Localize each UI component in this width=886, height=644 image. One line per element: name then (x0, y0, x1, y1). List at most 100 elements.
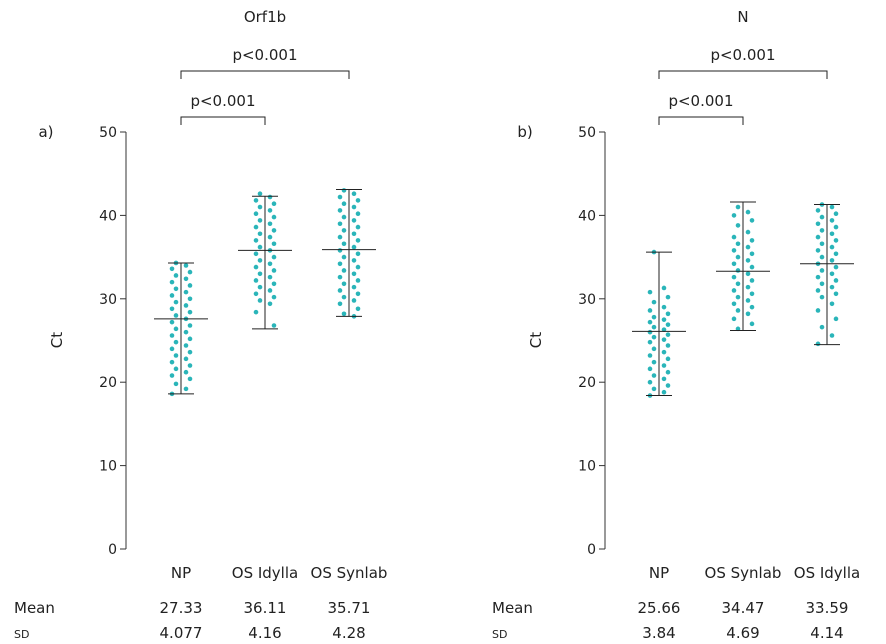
data-point (749, 238, 755, 243)
panel-label: b) (517, 123, 532, 141)
data-point (351, 244, 357, 250)
data-point (651, 359, 657, 365)
mean-value: 35.71 (328, 599, 371, 617)
data-point (183, 329, 189, 335)
significance-bracket (180, 70, 350, 79)
y-tick-label: 30 (578, 292, 596, 308)
data-point (819, 281, 825, 287)
data-point (815, 288, 821, 293)
data-point (253, 238, 259, 243)
data-point (735, 268, 741, 273)
data-point (647, 289, 653, 295)
data-point (257, 258, 263, 263)
data-point (257, 271, 263, 277)
data-point (169, 373, 175, 378)
panel-orf1b: Orf1b a) 0 10 20 30 40 50 Ct NP OS Idylla OS Synlab… (14, 8, 387, 642)
data-point (341, 241, 347, 247)
sd-value: 4.077 (160, 624, 203, 642)
data-point (337, 288, 343, 293)
mean-value: 34.47 (722, 599, 765, 617)
data-point (173, 381, 179, 387)
data-point (745, 229, 751, 235)
data-point (337, 261, 343, 267)
data-point (253, 198, 259, 203)
data-point (819, 268, 825, 273)
data-point (749, 218, 755, 223)
data-point (341, 188, 347, 193)
y-tick-label: 10 (99, 459, 117, 475)
data-point (735, 308, 741, 313)
mean-row-label: Mean (14, 599, 55, 617)
data-point (169, 319, 175, 325)
sd-value: 4.28 (332, 624, 365, 642)
y-tick-label: 0 (108, 542, 117, 558)
data-point (337, 274, 343, 280)
data-point (665, 311, 671, 317)
data-point (267, 194, 273, 200)
data-point (257, 218, 263, 223)
data-point (271, 268, 277, 273)
data-point (829, 333, 835, 338)
chart-title: N (737, 8, 748, 26)
data-point (271, 294, 277, 300)
data-point (267, 288, 273, 293)
data-point (833, 316, 839, 322)
data-point (337, 234, 343, 240)
data-point (745, 258, 751, 263)
y-tick-label: 0 (587, 542, 596, 558)
data-point (173, 326, 179, 332)
data-point (651, 314, 657, 320)
y-tick-label: 30 (99, 292, 117, 308)
data-point (731, 213, 737, 218)
mean-value: 33.59 (806, 599, 849, 617)
data-point (745, 271, 751, 277)
significance-label: p<0.001 (710, 46, 775, 64)
data-point (647, 319, 653, 325)
data-point (749, 304, 755, 310)
data-point (815, 248, 821, 253)
data-point (661, 337, 667, 342)
data-point (173, 299, 179, 305)
x-category-label: NP (171, 564, 191, 582)
data-point (833, 211, 839, 217)
data-point (341, 254, 347, 260)
data-point (355, 278, 361, 283)
data-point (745, 209, 751, 215)
data-point (833, 224, 839, 230)
data-point (173, 366, 179, 372)
data-point (257, 204, 263, 210)
data-point (651, 386, 657, 392)
sd-value: 4.16 (248, 624, 281, 642)
data-point (187, 323, 193, 328)
data-point (173, 313, 179, 318)
data-point (815, 234, 821, 240)
sd-row-label: SD (492, 628, 507, 641)
significance-bracket (180, 116, 266, 125)
data-point (833, 291, 839, 297)
sd-row-label: SD (14, 628, 29, 641)
data-point (731, 234, 737, 240)
mean-value: 27.33 (160, 599, 203, 617)
mean-value: 25.66 (638, 599, 681, 617)
data-point (749, 264, 755, 270)
data-point (665, 322, 671, 327)
data-point (169, 359, 175, 365)
data-point (173, 286, 179, 292)
data-point (355, 291, 361, 297)
data-point (735, 241, 741, 247)
data-point (647, 379, 653, 385)
data-point (183, 369, 189, 375)
data-point (661, 304, 667, 310)
data-point (341, 294, 347, 300)
data-point (651, 334, 657, 340)
data-point (267, 234, 273, 240)
data-point (815, 341, 821, 347)
data-point (351, 218, 357, 223)
data-point (187, 349, 193, 355)
data-point (271, 201, 277, 207)
data-point (341, 214, 347, 220)
sd-value: 4.14 (810, 624, 843, 642)
chart-title: Orf1b (244, 8, 286, 26)
data-point (819, 214, 825, 220)
y-tick-label: 20 (578, 375, 596, 391)
